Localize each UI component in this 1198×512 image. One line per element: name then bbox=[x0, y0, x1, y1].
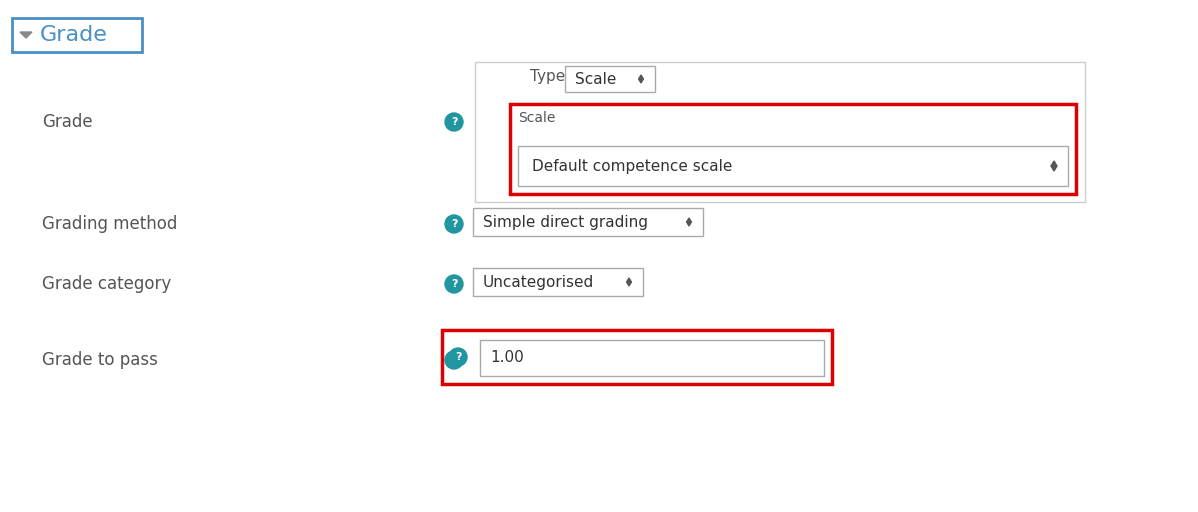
FancyBboxPatch shape bbox=[474, 62, 1085, 202]
Polygon shape bbox=[639, 79, 643, 83]
Circle shape bbox=[449, 348, 467, 366]
FancyBboxPatch shape bbox=[442, 330, 831, 384]
Text: Simple direct grading: Simple direct grading bbox=[483, 215, 648, 229]
FancyBboxPatch shape bbox=[518, 146, 1067, 186]
Text: 1.00: 1.00 bbox=[490, 351, 524, 366]
Text: ?: ? bbox=[450, 117, 458, 127]
Polygon shape bbox=[686, 222, 691, 226]
Text: Scale: Scale bbox=[518, 111, 556, 125]
FancyBboxPatch shape bbox=[473, 208, 703, 236]
Text: Grade to pass: Grade to pass bbox=[42, 351, 158, 369]
Text: ?: ? bbox=[450, 279, 458, 289]
Circle shape bbox=[444, 275, 462, 293]
Text: Grade: Grade bbox=[40, 25, 108, 45]
FancyBboxPatch shape bbox=[565, 66, 655, 92]
Polygon shape bbox=[1051, 161, 1057, 166]
FancyBboxPatch shape bbox=[480, 340, 824, 376]
Polygon shape bbox=[639, 75, 643, 79]
Circle shape bbox=[444, 351, 462, 369]
Text: Grade category: Grade category bbox=[42, 275, 171, 293]
Polygon shape bbox=[686, 218, 691, 222]
Text: ?: ? bbox=[450, 219, 458, 229]
Text: Grading method: Grading method bbox=[42, 215, 177, 233]
Circle shape bbox=[444, 215, 462, 233]
Circle shape bbox=[444, 113, 462, 131]
Text: Default competence scale: Default competence scale bbox=[532, 159, 732, 174]
Text: ?: ? bbox=[450, 355, 458, 365]
Polygon shape bbox=[20, 32, 32, 38]
Polygon shape bbox=[1051, 166, 1057, 171]
Polygon shape bbox=[627, 282, 631, 286]
Text: Type: Type bbox=[530, 70, 565, 84]
FancyBboxPatch shape bbox=[12, 18, 143, 52]
Text: Grade: Grade bbox=[42, 113, 92, 131]
FancyBboxPatch shape bbox=[510, 104, 1076, 194]
Text: ?: ? bbox=[455, 352, 461, 362]
Text: Uncategorised: Uncategorised bbox=[483, 274, 594, 289]
Polygon shape bbox=[627, 278, 631, 282]
Text: Scale: Scale bbox=[575, 72, 617, 87]
FancyBboxPatch shape bbox=[473, 268, 643, 296]
